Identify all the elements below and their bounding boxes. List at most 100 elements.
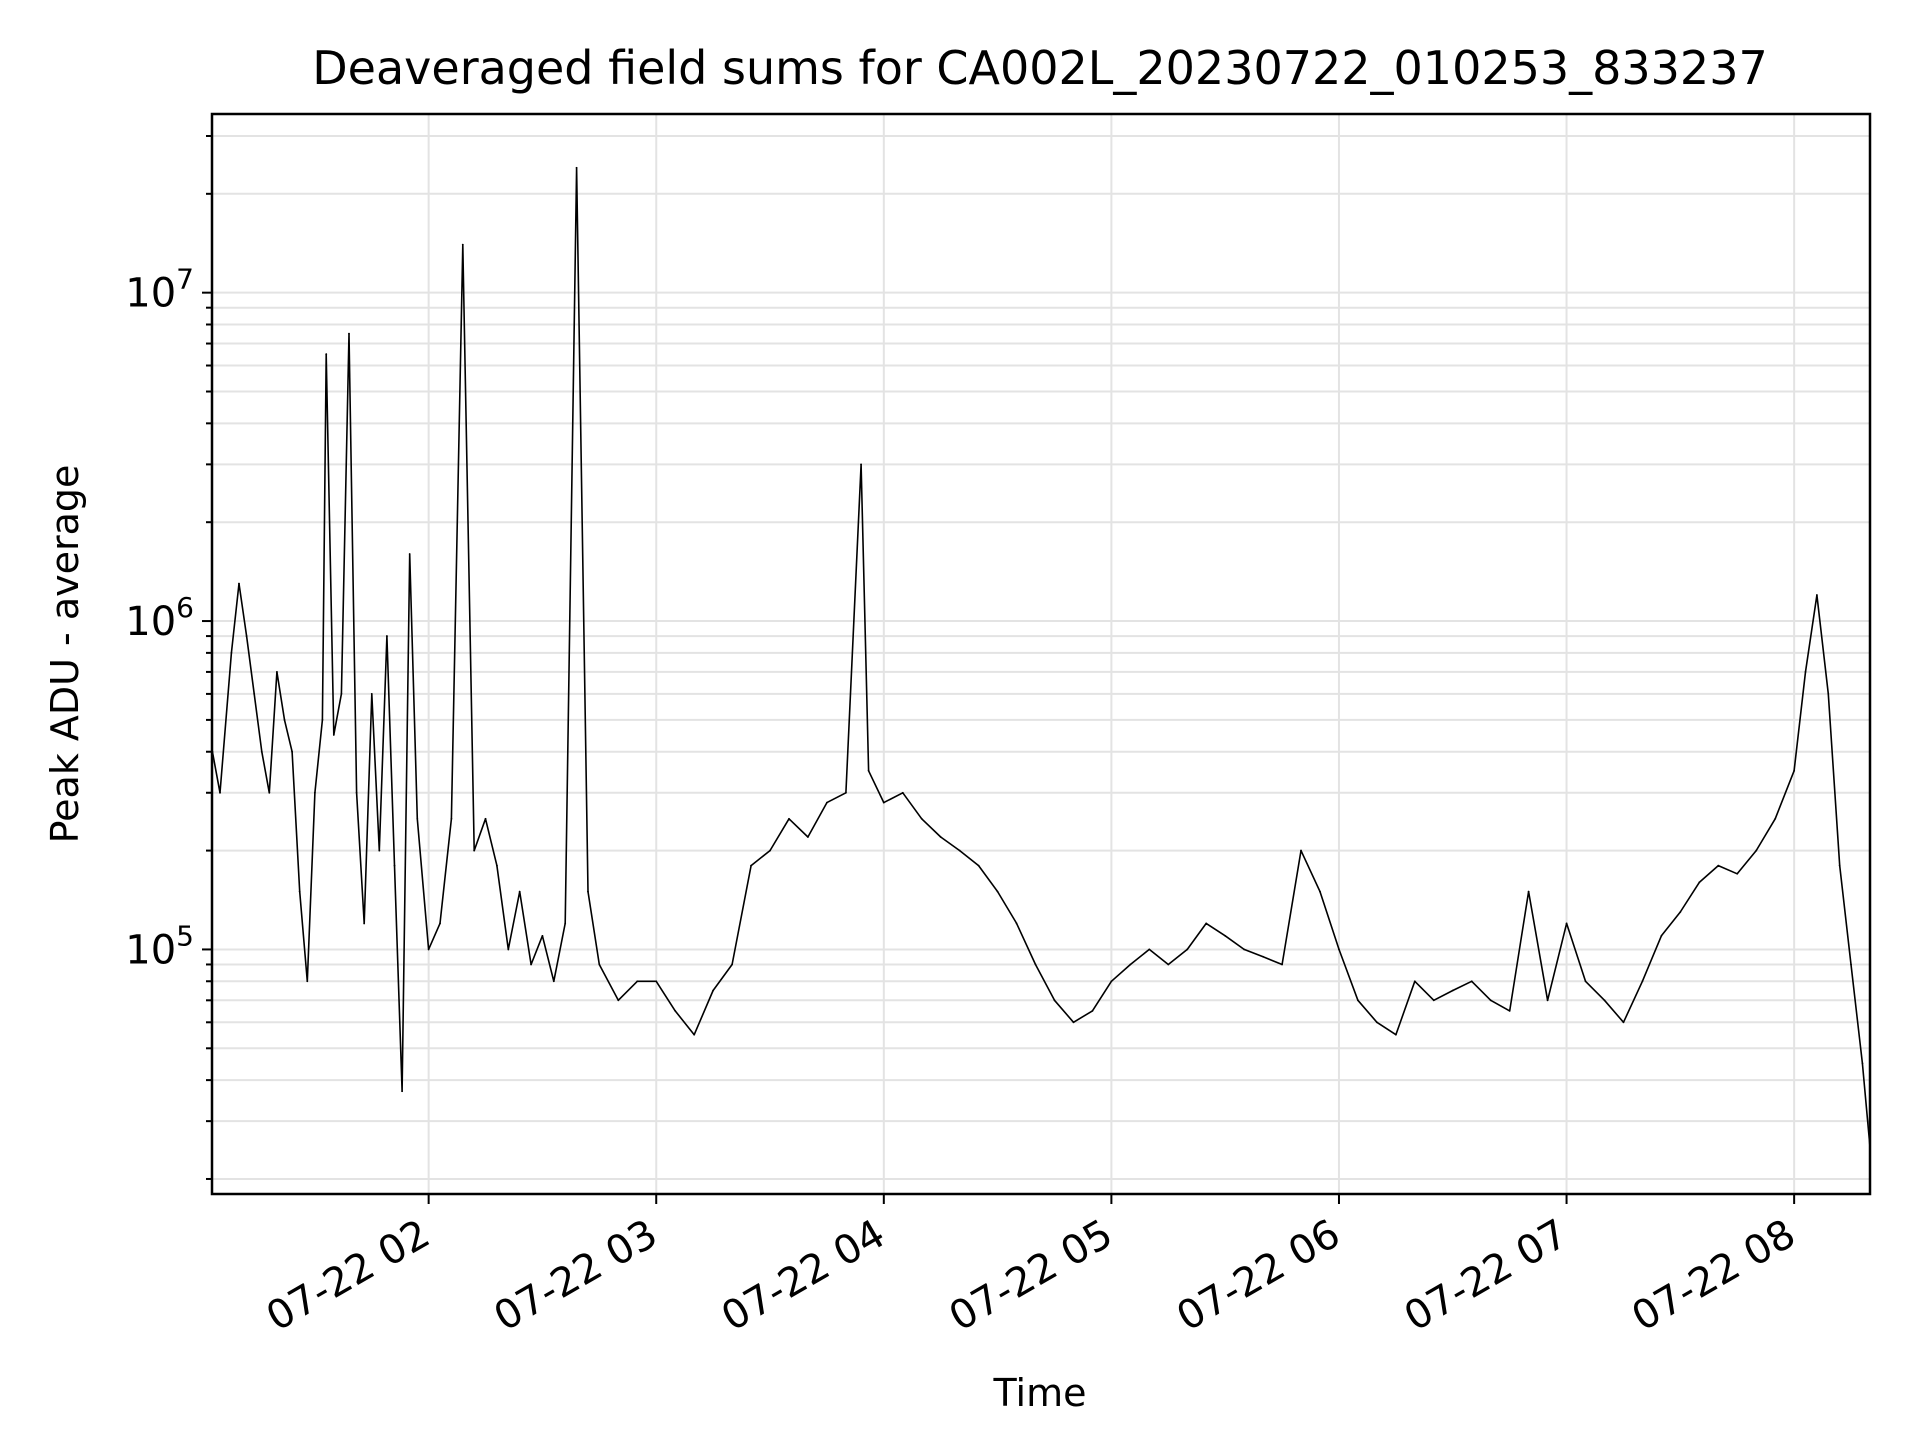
- data-point: [416, 817, 419, 820]
- data-point: [332, 734, 335, 736]
- grid: [212, 114, 1870, 1194]
- data-point: [427, 948, 430, 951]
- data-point: [321, 719, 324, 721]
- data-point: [298, 890, 301, 893]
- data-point: [370, 693, 373, 695]
- data-point: [1357, 999, 1359, 1002]
- data-point: [860, 463, 862, 466]
- data-point: [1072, 1021, 1075, 1024]
- data-point: [1827, 693, 1830, 695]
- y-tick-label: 105: [125, 919, 194, 973]
- data-point: [1793, 769, 1796, 772]
- data-point: [401, 1090, 403, 1093]
- y-tick-label-base: 10: [125, 599, 176, 645]
- data-point: [636, 980, 639, 983]
- data-point: [598, 963, 601, 966]
- data-point: [306, 980, 309, 983]
- data-point: [1755, 849, 1758, 852]
- data-point: [1224, 934, 1227, 937]
- data-point: [238, 582, 240, 585]
- series-layer: [212, 166, 1870, 1149]
- data-point: [541, 934, 544, 937]
- data-point: [617, 999, 620, 1002]
- data-point: [575, 166, 578, 169]
- data-point: [1015, 922, 1018, 925]
- data-point: [1622, 1021, 1625, 1024]
- data-point: [1319, 890, 1321, 893]
- data-point: [496, 864, 498, 867]
- data-point: [1508, 1009, 1511, 1012]
- data-point: [386, 635, 388, 637]
- data-point: [1641, 980, 1644, 983]
- chart-title: Deaveraged field sums for CA002L_2023072…: [312, 41, 1767, 95]
- data-point: [1565, 922, 1568, 925]
- data-point: [1489, 999, 1492, 1002]
- data-point: [1300, 849, 1302, 852]
- data-point: [1091, 1009, 1094, 1012]
- data-point: [378, 849, 381, 852]
- data-point: [253, 693, 256, 695]
- data-point: [958, 849, 961, 852]
- data-point: [1205, 922, 1208, 925]
- data-point: [530, 963, 532, 966]
- data-point: [484, 817, 487, 820]
- data-point: [230, 651, 233, 654]
- data-point: [867, 769, 870, 772]
- data-point: [1394, 1033, 1397, 1036]
- data-point: [1262, 955, 1265, 958]
- data-point: [1603, 999, 1606, 1002]
- y-axis-label: Peak ADU - average: [43, 465, 87, 844]
- data-point: [355, 791, 358, 794]
- data-point: [1838, 864, 1841, 867]
- data-point: [1861, 1062, 1864, 1065]
- data-point: [461, 243, 464, 246]
- data-point: [1451, 989, 1454, 992]
- data-point: [1470, 980, 1473, 983]
- data-point: [1338, 948, 1340, 951]
- data-point: [674, 1009, 677, 1012]
- data-point: [1546, 999, 1549, 1002]
- data-point: [882, 801, 885, 804]
- data-point: [1736, 872, 1739, 875]
- data-point: [1110, 980, 1113, 983]
- data-point: [439, 922, 441, 925]
- data-point: [518, 890, 521, 893]
- data-point: [826, 801, 828, 804]
- data-point: [325, 353, 328, 356]
- data-point: [564, 922, 567, 925]
- data-point: [1717, 864, 1720, 867]
- data-point: [1243, 948, 1246, 951]
- data-point: [219, 791, 221, 794]
- data-point: [920, 817, 923, 820]
- data-point: [450, 817, 453, 820]
- data-point: [283, 719, 286, 721]
- data-point: [807, 836, 809, 838]
- data-point: [977, 864, 980, 867]
- data-point: [1804, 671, 1807, 673]
- y-tick-label-exponent: 5: [176, 919, 194, 952]
- data-point: [939, 836, 942, 838]
- data-point: [655, 980, 658, 983]
- plot-frame: [210, 112, 1872, 1196]
- data-point: [348, 332, 350, 335]
- y-tick-label: 107: [125, 263, 194, 317]
- data-point: [1413, 980, 1416, 983]
- data-point: [1053, 999, 1056, 1002]
- data-point: [1281, 963, 1283, 966]
- data-point: [693, 1033, 696, 1036]
- data-point: [473, 849, 476, 852]
- data-point: [844, 791, 847, 794]
- data-point: [587, 890, 589, 893]
- data-point: [507, 948, 510, 951]
- y-tick-label-exponent: 6: [176, 591, 194, 624]
- data-point: [1774, 817, 1777, 820]
- data-point: [313, 791, 316, 794]
- y-tick-label-base: 10: [125, 927, 176, 973]
- data-point: [276, 671, 278, 673]
- data-point: [1167, 963, 1170, 966]
- data-point: [1527, 890, 1530, 893]
- data-point: [1432, 999, 1435, 1002]
- data-point: [1815, 594, 1818, 596]
- data-point: [1376, 1021, 1378, 1024]
